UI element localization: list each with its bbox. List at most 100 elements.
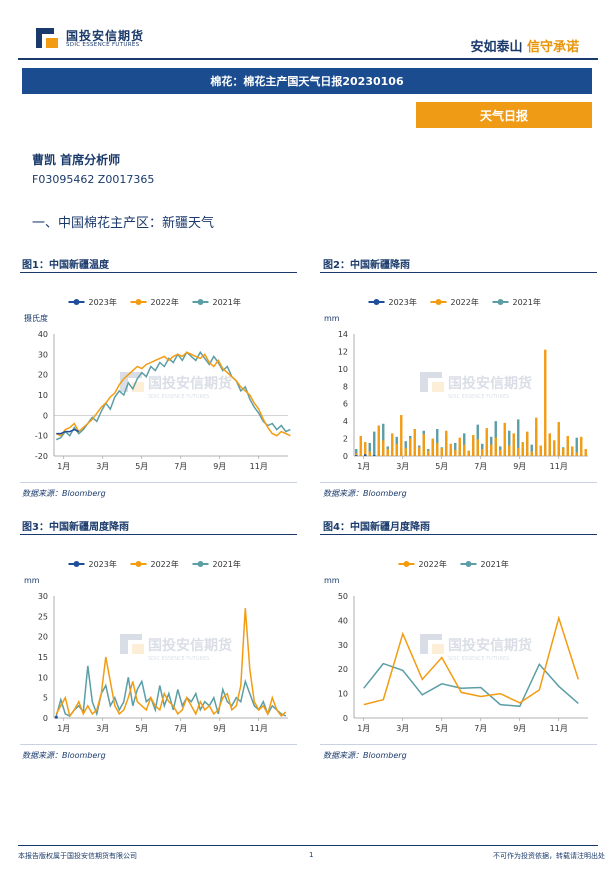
y-axis-label: 摄氏度 [24,313,48,323]
series-line [55,350,291,441]
logo-text-cn: 国投安信期货 [66,29,145,43]
series-line [55,608,287,718]
watermark-logo-part [128,634,142,640]
x-tick-label: 1月 [57,462,70,471]
y-axis-label: mm [324,576,340,585]
y-tick-label: 4 [343,417,348,426]
figure-4-source: 数据来源：Bloomberg [323,751,407,760]
chart-svg: 国投安信期货 SDIC ESSENCE FUTURES 2023年 2022年 2021… [24,297,291,471]
x-tick-label: 11月 [250,724,268,733]
bar [400,415,403,456]
watermark-logo-part [132,644,144,654]
logo-text-en: SDIC ESSENCE FUTURES [66,42,140,48]
x-tick-label: 9月 [513,462,526,471]
bar [508,445,511,456]
bar [422,434,425,456]
figure-2-rule [320,272,597,273]
legend-marker [135,299,142,305]
watermark-logo-icon [120,634,128,654]
series-line [55,351,291,437]
x-tick-label: 3月 [96,462,109,471]
figure-4-title: 图4：中国新疆月度降雨 [323,522,430,533]
bar [431,438,434,456]
report-title: 棉花：棉花主产国天气日报20230106 [210,75,404,88]
watermark-logo-part [132,382,144,392]
bar [499,449,502,456]
slogan-part-2: 信守承诺 [526,40,579,55]
bar [530,451,533,456]
y-tick-label: 10 [338,365,348,374]
bar [490,444,493,456]
bar [382,423,385,456]
watermark-logo-icon [120,372,128,392]
x-tick-label: 7月 [174,724,187,733]
watermark: 国投安信期货 SDIC ESSENCE FUTURES [420,372,532,400]
bar [368,451,371,456]
figure-1-rule [20,272,297,273]
x-tick-label: 7月 [474,462,487,471]
legend-marker [465,561,472,567]
bar [440,448,443,456]
bar [373,455,376,456]
y-tick-label: 30 [338,641,348,650]
series-point [54,715,58,719]
report-title-bar: 棉花：棉花主产国天气日报20230106 [22,68,592,94]
header-divider [18,58,598,60]
figure-1-title: 图1：中国新疆温度 [22,260,109,271]
x-tick-label: 9月 [513,724,526,733]
legend-label: 2022年 [151,559,179,569]
bar [517,448,520,456]
bar [436,428,439,456]
legend-marker [497,299,504,305]
footer-copyright: 本报告版权属于国投安信期货有限公司 [18,852,137,860]
legend-marker [435,299,442,305]
bar [575,452,578,456]
watermark-logo-icon [420,634,428,654]
y-tick-label: -20 [35,452,48,461]
bar [377,425,380,456]
bar [562,448,565,456]
bar [386,449,389,456]
y-tick-label: 30 [38,350,48,359]
analyst-name: 曹凯 首席分析师 [32,153,121,167]
legend-label: 2023年 [389,297,417,307]
figure-3-source: 数据来源：Bloomberg [22,751,106,760]
watermark-text: 国投安信期货 [148,637,232,654]
watermark-logo-part [128,372,142,378]
x-tick-label: 11月 [550,724,568,733]
x-tick-label: 7月 [474,724,487,733]
bar [463,444,466,456]
watermark: 国投安信期货 SDIC ESSENCE FUTURES [120,634,232,662]
series-line [55,665,287,717]
x-tick-label: 5月 [135,462,148,471]
bar [391,433,394,456]
footer-divider [18,845,598,846]
y-axis-label: mm [24,576,40,585]
x-tick-label: 1月 [57,724,70,733]
bar [503,422,506,456]
figure-2-source: 数据来源：Bloomberg [323,489,407,498]
report-type-tag: 天气日报 [416,102,592,128]
y-tick-label: 30 [38,592,48,601]
bar [449,443,452,456]
legend-label: 2022年 [151,297,179,307]
x-tick-label: 7月 [174,462,187,471]
bar [485,428,488,456]
y-tick-label: 40 [338,616,348,625]
bar [512,433,515,456]
figure-3-rule [20,534,297,535]
legend-marker [135,561,142,567]
bar [535,417,538,456]
bar [476,439,479,456]
watermark-logo-part [432,382,444,392]
bar [404,448,407,456]
y-tick-label: 14 [338,330,348,339]
y-tick-label: 0 [343,452,348,461]
x-tick-label: 1月 [357,462,370,471]
legend-marker [403,561,410,567]
bar [517,419,520,456]
y-tick-label: 25 [38,612,48,621]
watermark: 国投安信期货 SDIC ESSENCE FUTURES [120,372,232,400]
watermark-subtext: SDIC ESSENCE FUTURES [448,394,509,400]
bar [359,435,362,456]
